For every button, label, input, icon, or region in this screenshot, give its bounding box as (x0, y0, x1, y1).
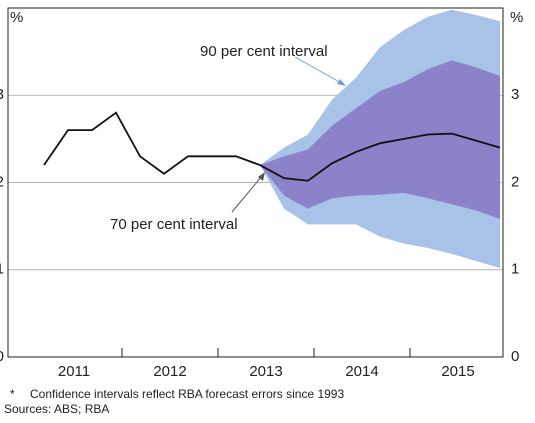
y-tick-label: 2 (0, 173, 4, 190)
y-tick-label-right: 2 (511, 173, 519, 190)
y-unit-left: % (10, 9, 23, 26)
x-tick-label: 2013 (249, 363, 282, 380)
footnote-marker: * (10, 387, 15, 401)
annotation-arrow (294, 56, 344, 85)
interval-band (260, 60, 500, 220)
x-tick-label: 2011 (58, 363, 90, 380)
y-tick-label: 3 (0, 86, 4, 103)
y-tick-label: 1 (0, 261, 4, 278)
line-series (43, 111, 501, 182)
arrow-head (337, 79, 346, 86)
y-tick-label-right: 3 (511, 86, 519, 103)
plot-frame (7, 7, 504, 358)
band-label: 70 per cent interval (110, 216, 238, 233)
y-unit-right: % (510, 9, 523, 26)
band-label: 90 per cent interval (200, 43, 328, 60)
y-tick-label-right: 1 (511, 261, 519, 278)
y-tick-label-right: 0 (511, 348, 519, 365)
arrow-head (258, 172, 265, 181)
x-tick-label: 2015 (441, 363, 474, 380)
y-tick-label: 0 (0, 348, 4, 365)
sources: Sources: ABS; RBA (4, 402, 109, 416)
x-tick-label: 2012 (153, 363, 186, 380)
footnote: Confidence intervals reflect RBA forecas… (30, 387, 344, 401)
annotation-arrow (231, 175, 263, 213)
x-tick-label: 2014 (345, 363, 378, 380)
